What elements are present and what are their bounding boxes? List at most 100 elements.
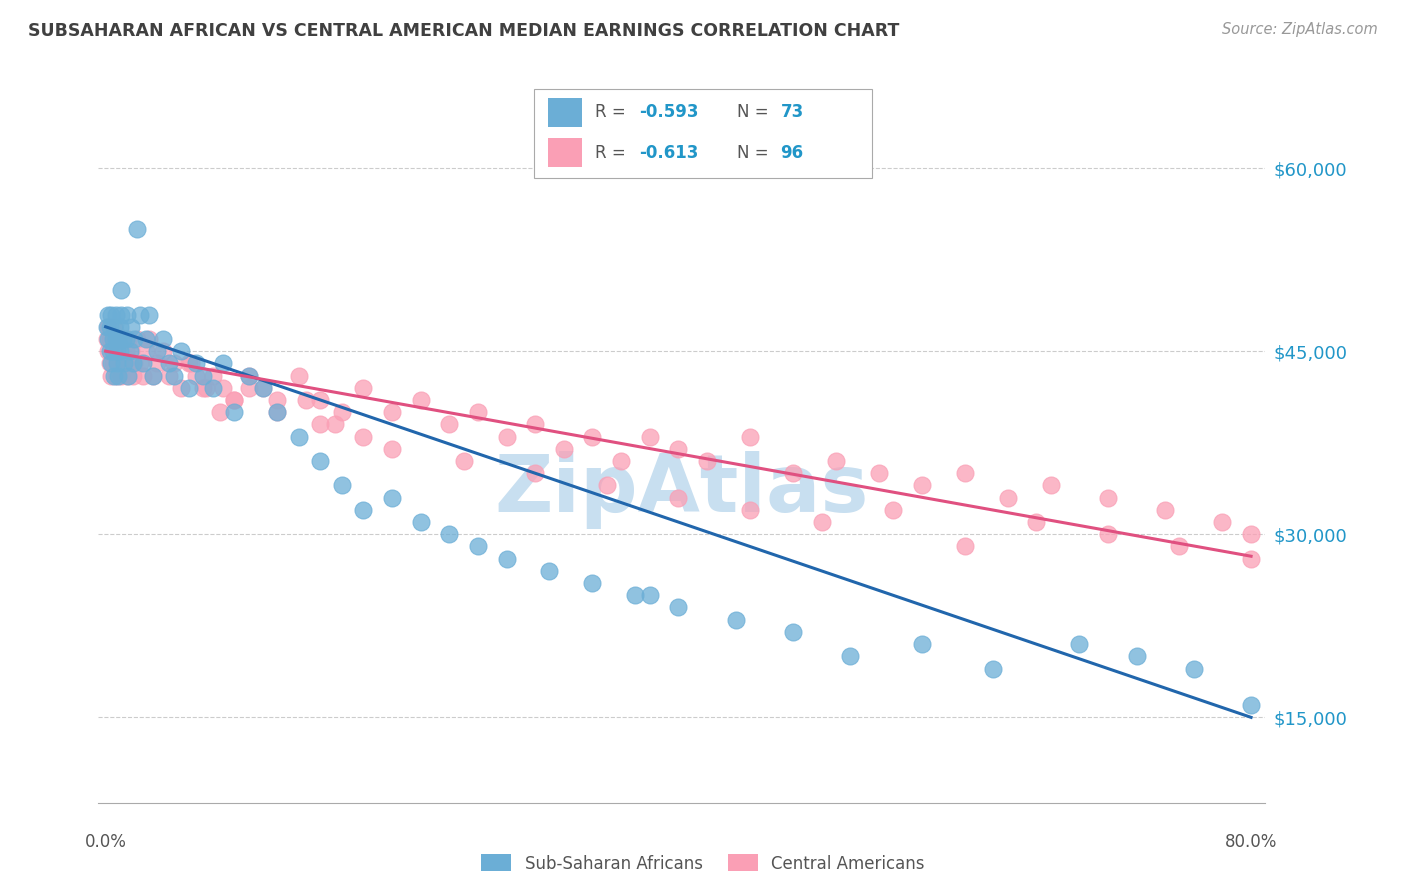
Point bbox=[467, 405, 489, 419]
Point bbox=[610, 454, 633, 468]
Point bbox=[352, 429, 374, 443]
Point bbox=[138, 308, 160, 322]
Point bbox=[118, 356, 141, 370]
Point bbox=[129, 356, 152, 370]
Point bbox=[1039, 478, 1062, 492]
Point bbox=[111, 332, 134, 346]
Point bbox=[738, 429, 761, 443]
Point bbox=[224, 405, 246, 419]
Point bbox=[352, 503, 374, 517]
Point bbox=[96, 332, 118, 346]
Legend: Sub-Saharan Africans, Central Americans: Sub-Saharan Africans, Central Americans bbox=[475, 847, 931, 880]
Point bbox=[138, 332, 160, 346]
Point bbox=[110, 368, 132, 383]
Point bbox=[953, 467, 976, 481]
Point bbox=[238, 368, 260, 383]
Point bbox=[1154, 503, 1177, 517]
Point bbox=[1182, 661, 1205, 675]
Point bbox=[997, 491, 1019, 505]
Point bbox=[1025, 515, 1047, 529]
Point bbox=[105, 356, 128, 370]
Point bbox=[1125, 649, 1147, 664]
Point bbox=[381, 405, 404, 419]
Point bbox=[495, 551, 517, 566]
Point bbox=[839, 649, 862, 664]
Point bbox=[118, 344, 141, 359]
Point bbox=[666, 491, 689, 505]
Point bbox=[868, 467, 890, 481]
Text: N =: N = bbox=[737, 103, 773, 121]
Point bbox=[224, 392, 246, 407]
Point bbox=[810, 515, 832, 529]
Point bbox=[209, 405, 232, 419]
Point bbox=[103, 344, 125, 359]
Point bbox=[224, 392, 246, 407]
Point bbox=[101, 356, 124, 370]
Point bbox=[1069, 637, 1091, 651]
Point bbox=[121, 368, 143, 383]
Point bbox=[381, 442, 404, 456]
Point bbox=[104, 368, 127, 383]
Point bbox=[724, 613, 747, 627]
Point bbox=[624, 588, 647, 602]
Point bbox=[381, 491, 404, 505]
Point bbox=[453, 454, 475, 468]
Point bbox=[882, 503, 904, 517]
Text: -0.593: -0.593 bbox=[638, 103, 699, 121]
Point bbox=[97, 308, 120, 322]
Point bbox=[352, 381, 374, 395]
Point bbox=[309, 454, 332, 468]
Text: 96: 96 bbox=[780, 145, 804, 162]
Point bbox=[110, 308, 132, 322]
Point bbox=[103, 319, 125, 334]
Point bbox=[117, 332, 139, 346]
Point bbox=[122, 332, 145, 346]
Point bbox=[409, 515, 432, 529]
Point bbox=[170, 381, 193, 395]
Text: 73: 73 bbox=[780, 103, 804, 121]
Point bbox=[112, 356, 135, 370]
Point bbox=[103, 319, 125, 334]
Point bbox=[142, 368, 165, 383]
Point bbox=[114, 344, 136, 359]
Point bbox=[184, 356, 207, 370]
Point bbox=[132, 368, 155, 383]
Point bbox=[132, 356, 155, 370]
Point bbox=[110, 283, 132, 297]
Point bbox=[97, 319, 120, 334]
Point bbox=[266, 405, 288, 419]
Point bbox=[120, 344, 142, 359]
Point bbox=[104, 332, 127, 346]
Point bbox=[596, 478, 619, 492]
Point bbox=[824, 454, 846, 468]
Point bbox=[146, 344, 169, 359]
Point bbox=[194, 381, 217, 395]
Point bbox=[1240, 527, 1263, 541]
Point bbox=[212, 356, 235, 370]
Point bbox=[96, 319, 118, 334]
Point bbox=[121, 356, 143, 370]
Point bbox=[177, 356, 200, 370]
Point bbox=[180, 356, 202, 370]
Point bbox=[1240, 551, 1263, 566]
Point bbox=[120, 319, 142, 334]
Point bbox=[738, 503, 761, 517]
Point bbox=[103, 368, 125, 383]
Point bbox=[101, 332, 124, 346]
Point bbox=[104, 308, 127, 322]
Text: -0.613: -0.613 bbox=[638, 145, 699, 162]
Point bbox=[638, 429, 661, 443]
Point bbox=[295, 392, 318, 407]
Point bbox=[581, 429, 603, 443]
Point bbox=[953, 540, 976, 554]
Point bbox=[129, 308, 152, 322]
Point bbox=[638, 588, 661, 602]
Point bbox=[125, 222, 148, 236]
Point bbox=[288, 368, 311, 383]
Point bbox=[108, 344, 131, 359]
Text: 0.0%: 0.0% bbox=[84, 833, 127, 851]
Point bbox=[581, 576, 603, 591]
Point bbox=[191, 368, 214, 383]
Point bbox=[98, 319, 121, 334]
FancyBboxPatch shape bbox=[534, 89, 872, 178]
